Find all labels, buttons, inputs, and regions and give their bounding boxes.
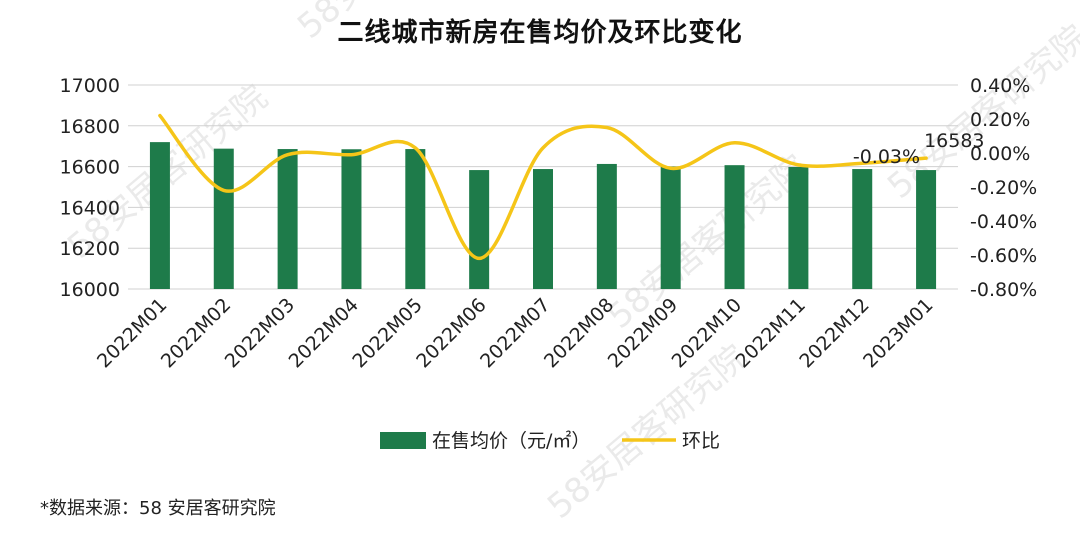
- bar-series: [149, 142, 937, 289]
- y-left-tick-label: 17000: [60, 75, 120, 97]
- x-tick-label: 2023M01: [859, 294, 937, 372]
- y-left-tick-label: 16400: [60, 197, 120, 219]
- line-data-label: -0.03%: [853, 146, 920, 168]
- bar: [596, 163, 617, 289]
- left-axis: 16000 16200 16400 16600 16800 17000: [60, 75, 120, 301]
- legend-swatch-bar: [380, 432, 426, 449]
- data-labels: 16583-0.03%: [853, 130, 985, 168]
- y-right-tick-label: -0.60%: [970, 245, 1037, 267]
- y-right-tick-label: 0.20%: [970, 109, 1030, 131]
- bar: [341, 149, 362, 289]
- bar: [213, 148, 234, 289]
- chart-title: 二线城市新房在售均价及环比变化: [337, 18, 743, 48]
- y-left-tick-label: 16200: [60, 238, 120, 260]
- legend-label-line: 环比: [682, 430, 720, 452]
- data-source-note: *数据来源：58 安居客研究院: [40, 498, 276, 519]
- bar-data-label: 16583: [924, 130, 984, 152]
- y-right-tick-label: -0.40%: [970, 211, 1037, 233]
- bar: [916, 170, 937, 289]
- legend-label-bar: 在售均价（元/㎡）: [432, 429, 590, 452]
- line-series: [158, 113, 928, 261]
- watermark-text: 58安居客研究院: [290, 0, 505, 47]
- y-right-tick-label: -0.80%: [970, 279, 1037, 301]
- legend: 在售均价（元/㎡） 环比: [380, 429, 720, 452]
- y-left-tick-label: 16600: [60, 157, 120, 179]
- y-right-tick-label: 0.00%: [970, 143, 1030, 165]
- bar: [277, 149, 298, 289]
- bar: [149, 142, 170, 289]
- bar: [852, 169, 873, 289]
- line-path: [158, 113, 928, 261]
- bar: [788, 167, 809, 289]
- x-axis: 2022M012022M022022M032022M042022M052022M…: [93, 294, 938, 372]
- bar: [660, 166, 681, 289]
- right-axis: -0.80% -0.60% -0.40% -0.20% 0.00% 0.20% 0.40%: [970, 75, 1037, 301]
- y-left-tick-label: 16000: [60, 279, 120, 301]
- y-left-tick-label: 16800: [60, 116, 120, 138]
- y-right-tick-label: 0.40%: [970, 75, 1030, 97]
- bar: [469, 170, 490, 289]
- bar: [533, 169, 553, 289]
- y-right-tick-label: -0.20%: [970, 177, 1037, 199]
- bar: [724, 165, 745, 289]
- bar: [405, 149, 426, 289]
